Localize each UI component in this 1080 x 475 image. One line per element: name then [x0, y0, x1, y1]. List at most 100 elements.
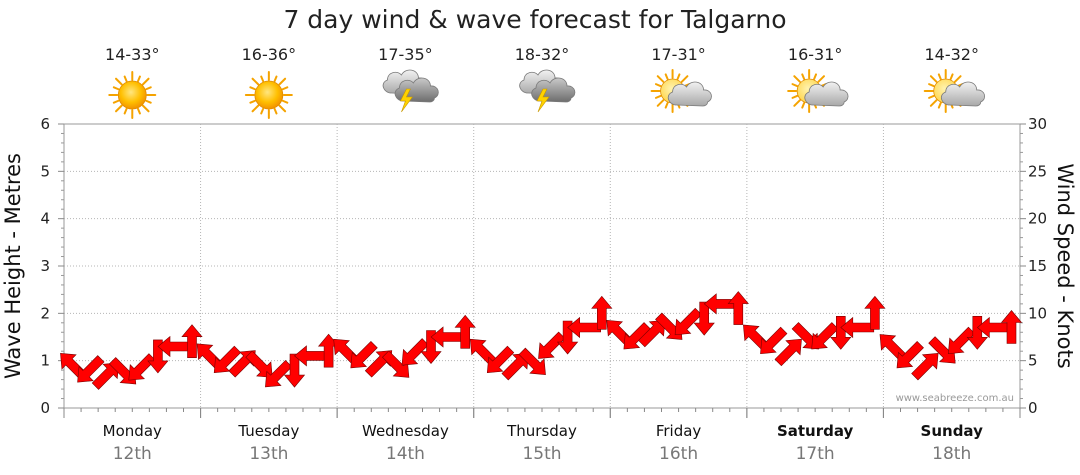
- wind-arrow: [294, 345, 328, 367]
- wind-arrow: [147, 339, 169, 374]
- sun-ray: [928, 94, 935, 99]
- temp-thursday: 18-32°: [515, 45, 570, 64]
- sun-ray: [949, 73, 954, 80]
- cloud-shape: [804, 81, 849, 107]
- wind-arrow: [693, 301, 715, 336]
- sun-ray: [249, 86, 256, 91]
- right-axis-label: Wind Speed - Knots: [1053, 163, 1077, 368]
- left-tick-label: 6: [40, 115, 50, 133]
- wind-arrow: [674, 307, 703, 336]
- day-date-wednesday: 14th: [386, 444, 425, 464]
- wind-arrow: [265, 359, 293, 388]
- sun-ray: [123, 75, 128, 83]
- sunny-icon: [108, 71, 157, 119]
- sun-ray: [937, 102, 942, 109]
- wind-arrow: [538, 331, 566, 359]
- wind-arrow: [811, 322, 839, 350]
- sun-ray: [260, 75, 265, 83]
- sun-ray: [791, 83, 799, 88]
- sun-ray: [656, 75, 665, 83]
- wind-arrow: [283, 353, 306, 388]
- sun-ray: [273, 107, 278, 115]
- wind-arrow: [623, 322, 651, 350]
- sun-ray: [251, 104, 260, 113]
- sun-ray: [115, 104, 123, 113]
- temp-monday: 14-33°: [105, 45, 160, 64]
- sun-ray: [654, 94, 662, 99]
- wind-arrow: [420, 330, 442, 364]
- left-tick-label: 0: [40, 399, 50, 417]
- day-name-tuesday: Tuesday: [237, 422, 299, 440]
- wind-arrow: [181, 324, 203, 359]
- wind-arrow: [486, 345, 515, 374]
- lightning-bolt: [536, 88, 550, 113]
- cloud-shape: [940, 81, 986, 107]
- day-name-thursday: Thursday: [506, 422, 577, 440]
- thunderstorm-icon: [382, 69, 439, 113]
- sun-ray: [928, 83, 935, 88]
- sun-ray: [141, 104, 150, 113]
- sun-ray: [278, 104, 287, 113]
- sun-ray: [123, 107, 128, 115]
- day-date-thursday: 15th: [522, 444, 561, 464]
- temp-friday: 17-31°: [651, 45, 706, 64]
- wind-series: [60, 291, 1023, 390]
- right-tick-label: 20: [1028, 210, 1047, 228]
- temp-sunday: 14-32°: [924, 45, 979, 64]
- sun-ray: [801, 102, 806, 109]
- temp-wednesday: 17-35°: [378, 45, 433, 64]
- right-tick-label: 25: [1028, 162, 1047, 180]
- left-tick-label: 1: [40, 352, 50, 370]
- sun-ray: [813, 73, 818, 80]
- wind-arrow: [774, 338, 802, 367]
- wind-arrow: [830, 315, 852, 350]
- sun-ray: [929, 99, 938, 107]
- lightning-bolt: [399, 88, 414, 113]
- left-tick-label: 5: [40, 162, 50, 180]
- right-tick-label: 5: [1028, 352, 1038, 370]
- partly-cloudy-icon: [650, 69, 712, 113]
- right-axis-ticks: 0 5 10 15 20 25 30: [1020, 115, 1047, 417]
- sun-ray: [115, 77, 123, 86]
- wind-arrow: [1000, 310, 1023, 344]
- watermark: www.seabreeze.com.au: [896, 393, 1014, 404]
- left-tick-label: 3: [40, 257, 50, 275]
- wind-arrow: [77, 355, 105, 383]
- cloud-shape: [667, 81, 712, 107]
- wind-arrow: [840, 316, 875, 339]
- partly-cloudy-icon: [787, 69, 849, 113]
- sun-disc: [254, 80, 284, 110]
- temp-tuesday: 16-36°: [242, 45, 297, 64]
- day-name-wednesday: Wednesday: [362, 422, 449, 440]
- sun-ray: [251, 77, 260, 86]
- day-date-saturday: 17th: [796, 444, 835, 464]
- sun-ray: [112, 99, 120, 104]
- right-tick-label: 30: [1028, 115, 1047, 133]
- sun-ray: [664, 73, 669, 80]
- wind-arrow: [760, 326, 788, 355]
- wind-arrow: [966, 315, 988, 350]
- sun-ray: [137, 75, 141, 83]
- wind-arrow: [727, 291, 749, 325]
- sun-ray: [801, 73, 806, 80]
- chart-title: 7 day wind & wave forecast for Talgarno: [283, 5, 786, 34]
- wind-arrow: [864, 295, 886, 330]
- day-name-sunday: Sunday: [921, 422, 984, 440]
- right-tick-label: 10: [1028, 304, 1047, 322]
- temp-saturday: 16-31°: [788, 45, 843, 64]
- left-axis-label: Wave Height - Metres: [1, 153, 25, 379]
- sun-disc: [117, 80, 147, 110]
- wind-arrow: [350, 340, 378, 369]
- wind-arrow: [518, 347, 546, 375]
- wind-arrow: [128, 353, 156, 381]
- sun-ray: [273, 75, 278, 83]
- sun-ray: [145, 86, 152, 91]
- sun-ray: [281, 86, 289, 91]
- left-tick-label: 2: [40, 304, 50, 322]
- wind-arrow: [430, 326, 465, 348]
- day-date-friday: 16th: [659, 444, 698, 464]
- day-date-tuesday: 13th: [249, 444, 288, 464]
- wind-arrow: [245, 350, 273, 378]
- sun-ray: [817, 75, 825, 83]
